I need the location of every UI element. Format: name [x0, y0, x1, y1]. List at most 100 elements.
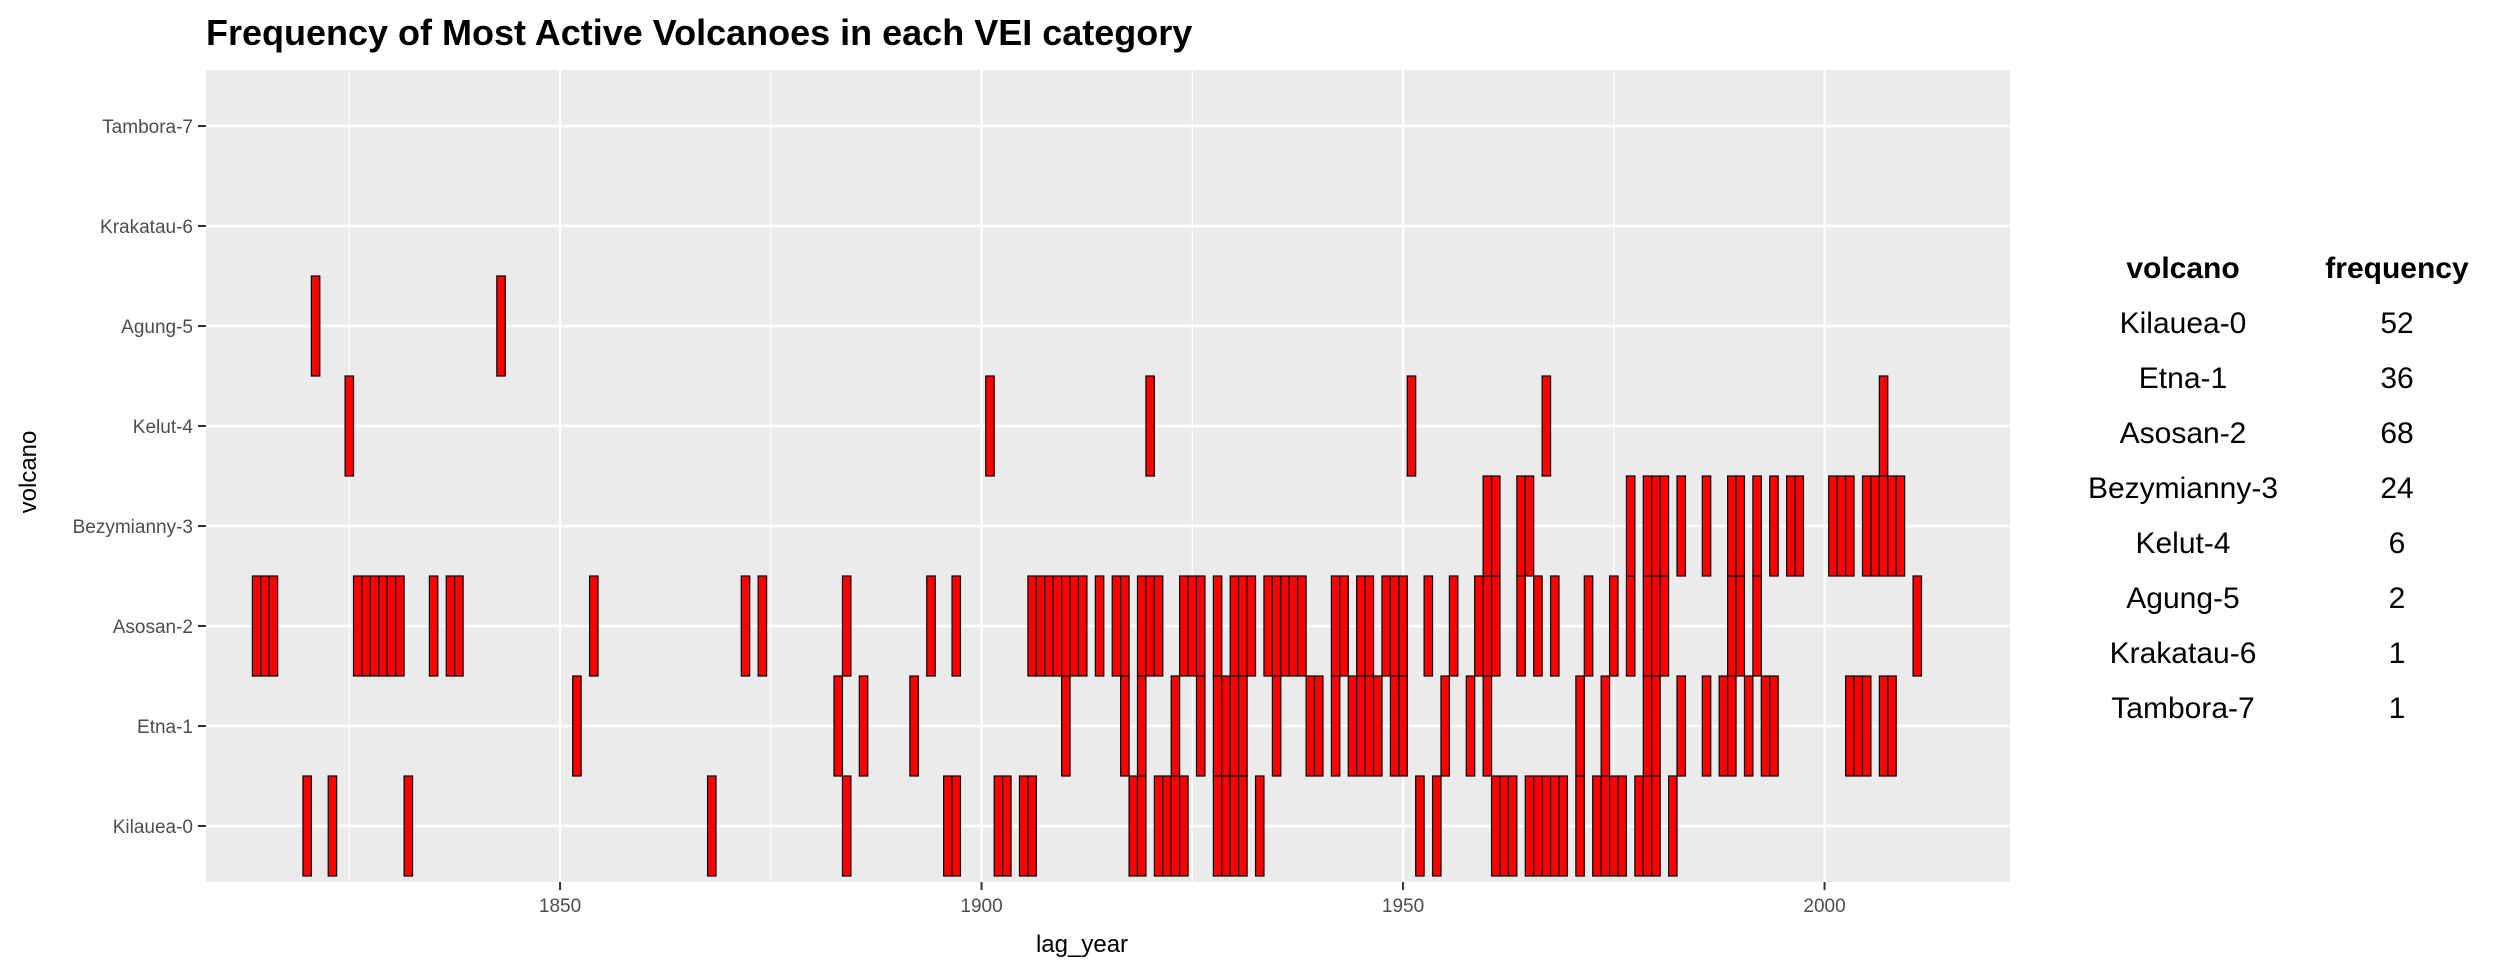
bar: [1271, 575, 1282, 677]
bar: [1507, 775, 1518, 877]
bar: [1052, 575, 1063, 677]
bar: [1752, 575, 1762, 677]
table-cell-volcano: Kelut-4: [2135, 527, 2230, 560]
bar: [1212, 775, 1223, 877]
bar: [1035, 575, 1046, 677]
bar: [1330, 675, 1341, 777]
bar: [1769, 675, 1779, 777]
bar: [1212, 575, 1223, 677]
bar: [1246, 575, 1257, 677]
bar: [1423, 575, 1434, 677]
bar: [1878, 375, 1889, 477]
y-tick-label: Asosan-2: [113, 617, 193, 638]
bar: [1238, 575, 1248, 677]
bar: [1187, 575, 1198, 677]
bar: [310, 275, 321, 377]
table-cell-frequency: 1: [2389, 692, 2406, 725]
bar: [1642, 575, 1653, 677]
bar: [1179, 575, 1189, 677]
bar: [1600, 775, 1611, 877]
bar: [1330, 575, 1341, 677]
bar: [1162, 775, 1172, 877]
bar: [1870, 475, 1880, 577]
bar: [1701, 475, 1712, 577]
bar: [1263, 575, 1273, 677]
bar: [1229, 675, 1240, 777]
bar: [909, 675, 919, 777]
bar: [454, 575, 464, 677]
y-tick-labels: Kilauea-0 Etna-1 Asosan-2 Bezymianny-3 Kelut…: [73, 117, 206, 838]
bar: [1895, 475, 1906, 577]
bar: [1145, 575, 1155, 677]
bar: [1769, 475, 1779, 577]
bar: [361, 575, 371, 677]
bar: [1878, 675, 1889, 777]
bar: [1701, 675, 1712, 777]
bar: [1887, 675, 1897, 777]
bar: [1516, 575, 1526, 677]
bar: [1651, 675, 1661, 777]
bar: [1861, 675, 1872, 777]
bar: [1195, 575, 1206, 677]
bar: [1549, 775, 1560, 877]
bar: [369, 575, 380, 677]
bar: [1195, 675, 1206, 777]
bar: [1676, 475, 1687, 577]
bar: [1482, 675, 1493, 777]
y-tick-label: Tambora-7: [102, 117, 193, 138]
bar: [1356, 675, 1366, 777]
bar: [1499, 775, 1510, 877]
bar: [1659, 475, 1670, 577]
bar: [1136, 775, 1147, 877]
table-cell-volcano: Bezymianny-3: [2088, 472, 2278, 505]
bar: [1651, 775, 1661, 877]
bar: [1077, 575, 1088, 677]
bar: [1490, 475, 1501, 577]
bar: [1145, 375, 1155, 477]
bar: [1743, 675, 1754, 777]
bar: [926, 575, 936, 677]
table-cell-frequency: 68: [2380, 417, 2413, 450]
bar: [395, 575, 405, 677]
bar: [1786, 475, 1796, 577]
bar: [1474, 575, 1484, 677]
table-cell-frequency: 36: [2380, 362, 2413, 395]
bar: [1271, 675, 1282, 777]
y-tick-label: Bezymianny-3: [73, 517, 193, 538]
bar: [1431, 775, 1442, 877]
bar: [1221, 675, 1231, 777]
bar: [1718, 675, 1729, 777]
bar: [572, 675, 582, 777]
bar: [1415, 775, 1425, 877]
y-tick-label: Agung-5: [121, 317, 193, 338]
bar: [1659, 575, 1670, 677]
bar: [1726, 475, 1737, 577]
bar: [1608, 575, 1619, 677]
bar: [1238, 675, 1248, 777]
bar: [496, 275, 506, 377]
x-tick-label: 1900: [960, 896, 1002, 917]
y-tick-label: Krakatau-6: [100, 217, 193, 238]
bar: [1136, 675, 1147, 777]
bar: [1836, 475, 1847, 577]
bar: [841, 575, 852, 677]
bar: [951, 575, 962, 677]
x-tick-label: 1950: [1382, 896, 1424, 917]
table-header-volcano: volcano: [2126, 252, 2239, 285]
bar: [327, 775, 338, 877]
bar: [251, 575, 262, 677]
bar: [985, 375, 995, 477]
bar: [1735, 475, 1746, 577]
bar: [1558, 775, 1569, 877]
bar: [1516, 475, 1526, 577]
bar: [1845, 675, 1855, 777]
bar: [403, 775, 414, 877]
bar: [1634, 775, 1644, 877]
bar: [1372, 675, 1383, 777]
bar: [1398, 675, 1408, 777]
bar: [1381, 575, 1392, 677]
bar: [1549, 575, 1560, 677]
bar: [378, 575, 388, 677]
bar: [1887, 475, 1897, 577]
bar: [1356, 575, 1366, 677]
